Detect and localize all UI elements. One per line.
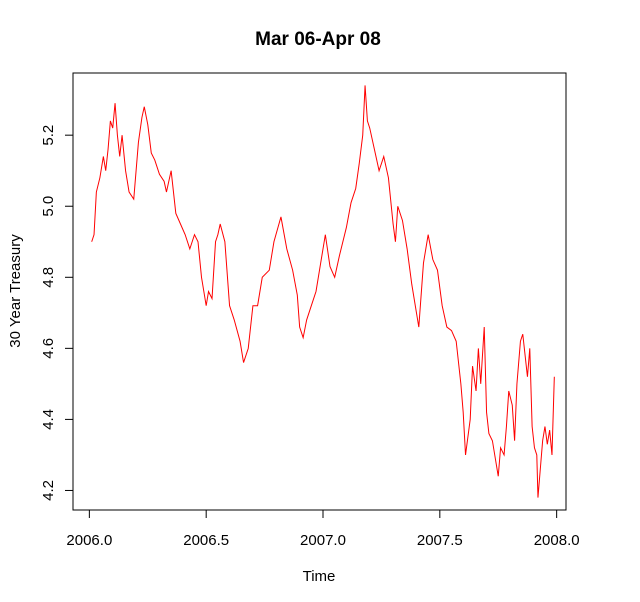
x-axis: 2006.0 2006.5 2007.0 2007.5 2008.0 (66, 509, 580, 549)
y-tick-label: 4.8 (40, 267, 57, 288)
x-axis-label: Time (303, 568, 336, 585)
chart-title: Mar 06-Apr 08 (255, 29, 381, 50)
series-line (91, 85, 555, 498)
y-tick-label: 5.0 (40, 196, 57, 217)
x-tick-label: 2007.5 (417, 532, 463, 549)
y-tick-label: 4.2 (40, 480, 57, 501)
x-tick-label: 2008.0 (534, 532, 580, 549)
y-tick-label: 4.4 (40, 409, 57, 430)
y-tick-label: 5.2 (40, 125, 57, 146)
y-axis: 4.2 4.4 4.6 4.8 5.0 5.2 (40, 125, 74, 501)
x-tick-label: 2006.0 (66, 532, 112, 549)
plot-frame (72, 72, 567, 511)
x-tick-label: 2006.5 (183, 532, 229, 549)
y-tick-label: 4.6 (40, 338, 57, 359)
x-tick-label: 2007.0 (300, 532, 346, 549)
y-axis-label: 30 Year Treasury (7, 234, 24, 348)
